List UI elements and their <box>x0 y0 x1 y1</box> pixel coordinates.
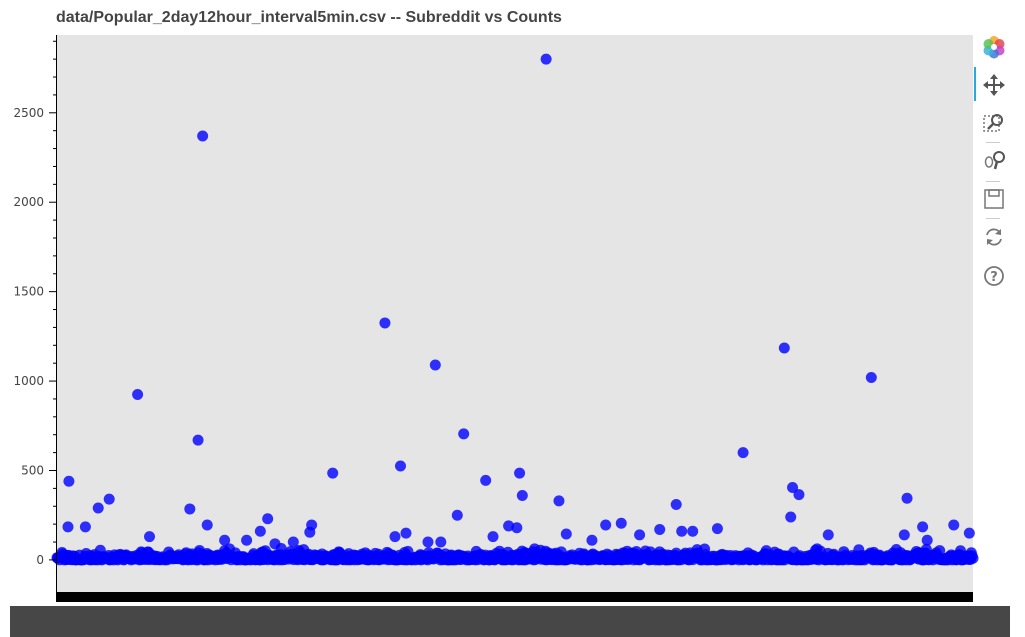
scatter-point <box>778 342 790 354</box>
scatter-point <box>586 534 598 546</box>
y-tick-label: 1500 <box>13 285 44 299</box>
scatter-point <box>197 130 209 142</box>
scatter-point <box>901 492 913 504</box>
scatter-point <box>934 545 946 557</box>
scatter-point <box>967 552 979 564</box>
scatter-point <box>676 525 688 537</box>
scatter-point <box>670 498 682 510</box>
scatter-point <box>511 522 523 534</box>
bokeh-logo[interactable] <box>979 33 1009 63</box>
scatter-point <box>711 523 723 535</box>
scatter-point <box>254 525 266 537</box>
scatter-point <box>615 517 627 529</box>
y-tick-label: 500 <box>21 463 44 477</box>
scatter-point <box>503 520 515 532</box>
scatter-point <box>192 434 204 446</box>
scatter-point <box>395 460 406 472</box>
y-tick-label: 0 <box>36 553 44 567</box>
y-axis: 0 500 1000 1500 2000 2500 <box>13 40 56 567</box>
scatter-point <box>287 536 299 548</box>
scatter-point <box>79 521 91 533</box>
scatter-point <box>687 525 699 537</box>
scatter-point <box>600 519 612 531</box>
plot-background <box>57 35 973 593</box>
scatter-point <box>560 528 572 540</box>
reset-icon <box>986 228 1002 246</box>
scatter-point <box>144 531 156 543</box>
scatter-point <box>262 513 274 525</box>
scatter-point <box>634 529 646 541</box>
scatter-point <box>540 53 552 65</box>
scatter-point <box>654 524 666 536</box>
pan-icon <box>983 74 1005 96</box>
toolbar-separator <box>986 218 1000 219</box>
scatter-point <box>400 527 412 539</box>
scatter-point <box>241 534 253 546</box>
scatter-point <box>948 519 960 531</box>
toolbar-separator <box>986 142 1000 143</box>
active-tool-indicator <box>974 67 976 101</box>
scatter-point <box>514 467 526 479</box>
dense-point-band <box>51 543 979 566</box>
chart-title: data/Popular_2day12hour_interval5min.csv… <box>56 9 562 26</box>
scatter-point <box>103 493 115 505</box>
y-tick-label: 2000 <box>13 195 44 209</box>
scatter-points <box>62 53 975 550</box>
scatter-point <box>435 536 447 548</box>
scatter-point <box>269 538 281 550</box>
scatter-point <box>737 447 749 459</box>
scatter-point <box>429 359 441 371</box>
scatter-point <box>785 511 797 523</box>
scatter-point <box>487 531 499 543</box>
scatter-point <box>201 519 213 531</box>
scatter-point <box>63 475 75 487</box>
scatter-point <box>458 428 470 440</box>
scatter-point <box>389 531 401 543</box>
box-zoom-tool-button[interactable] <box>979 108 1009 138</box>
save-tool-button[interactable] <box>979 184 1009 214</box>
wheel-zoom-tool-button[interactable] <box>979 145 1009 175</box>
scatter-point <box>921 534 933 546</box>
scatter-point <box>327 467 339 479</box>
scatter-point <box>963 527 975 539</box>
y-tick-label: 1000 <box>13 374 44 388</box>
scatter-point <box>553 495 565 507</box>
scatter-point <box>793 489 805 501</box>
scatter-point <box>787 481 799 493</box>
footer-strip <box>10 606 1010 637</box>
scatter-point <box>516 490 528 502</box>
scatter-point <box>422 536 434 548</box>
scatter-point <box>184 503 196 515</box>
scatter-point <box>451 509 463 521</box>
scatter-point <box>865 371 877 383</box>
plot-toolbar: ? <box>974 34 1014 294</box>
scatter-point <box>480 474 492 486</box>
scatter-point <box>219 534 231 546</box>
scatter-point <box>132 388 144 400</box>
help-tool-button[interactable]: ? <box>979 261 1009 291</box>
scatter-point <box>822 529 834 541</box>
scatter-point <box>92 502 104 514</box>
scatter-point <box>898 529 910 541</box>
y-tick-label: 2500 <box>13 106 44 120</box>
toolbar-separator <box>986 181 1000 182</box>
x-axis-bar <box>57 592 973 602</box>
scatter-point <box>62 521 74 533</box>
scatter-point <box>379 317 391 329</box>
pan-tool-button[interactable] <box>979 70 1009 100</box>
scatter-point <box>306 519 318 531</box>
bokeh-logo-icon <box>983 36 1005 59</box>
scatter-point <box>917 521 929 533</box>
help-icon: ? <box>984 266 1004 286</box>
box-zoom-icon <box>983 114 1003 132</box>
svg-text:?: ? <box>990 270 998 285</box>
save-icon <box>984 189 1004 209</box>
wheel-zoom-icon <box>984 151 1005 170</box>
reset-tool-button[interactable] <box>979 222 1009 252</box>
